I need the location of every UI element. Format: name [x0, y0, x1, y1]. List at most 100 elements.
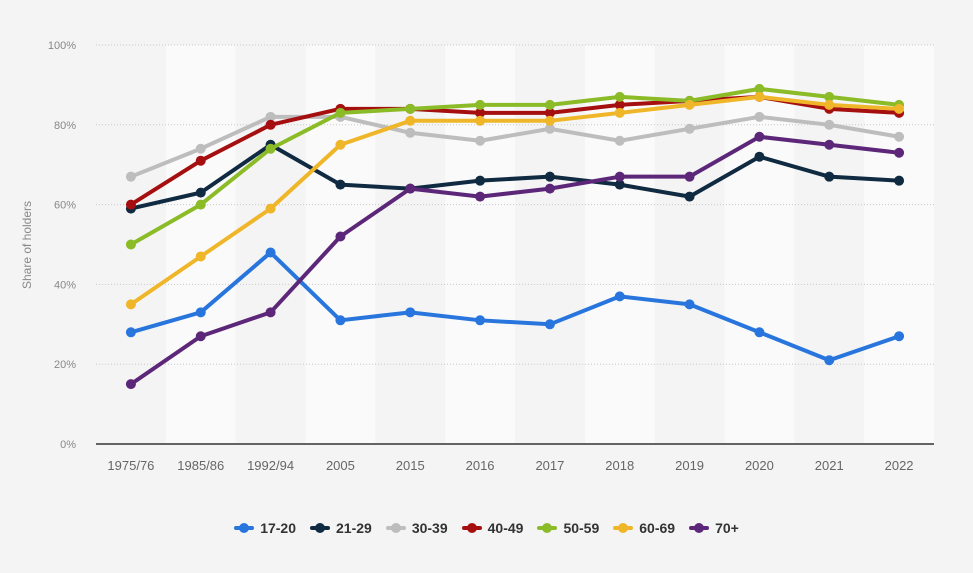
x-axis-ticks: 1975/76 1985/86 1992/94 2005 2015 2016 2017 201… — [107, 458, 913, 473]
legend-marker-icon — [689, 523, 710, 533]
series-60-69 — [125, 91, 905, 310]
data-point[interactable] — [265, 143, 276, 154]
data-point[interactable] — [195, 199, 206, 210]
data-point[interactable] — [754, 327, 765, 338]
data-point[interactable] — [405, 183, 416, 194]
data-point[interactable] — [894, 147, 905, 158]
data-point[interactable] — [544, 319, 555, 330]
line-chart: 0% 20% 40% 60% 80% 100% 1975/76 1985/86 1992/94… — [20, 40, 934, 473]
data-point[interactable] — [544, 107, 555, 118]
data-point[interactable] — [824, 99, 835, 110]
x-tick-label: 2022 — [885, 458, 914, 473]
data-point[interactable] — [754, 111, 765, 122]
data-point[interactable] — [544, 183, 555, 194]
data-point[interactable] — [475, 115, 486, 126]
series-line — [128, 142, 902, 211]
legend-item[interactable]: 40-49 — [461, 520, 523, 536]
data-point[interactable] — [475, 99, 486, 110]
data-point[interactable] — [754, 83, 765, 94]
data-point[interactable] — [894, 103, 905, 114]
data-point[interactable] — [824, 91, 835, 102]
data-point[interactable] — [684, 99, 695, 110]
data-point[interactable] — [335, 179, 346, 190]
series-line — [128, 114, 902, 179]
data-point[interactable] — [544, 123, 555, 134]
column-band — [724, 45, 795, 444]
data-point[interactable] — [125, 299, 136, 310]
x-tick-label: 2005 — [326, 458, 355, 473]
series-70+ — [125, 131, 905, 390]
legend-item[interactable]: 30-39 — [385, 520, 448, 536]
data-point[interactable] — [684, 191, 695, 202]
data-point[interactable] — [824, 171, 835, 182]
x-tick-label: 2016 — [466, 458, 495, 473]
data-point[interactable] — [125, 379, 136, 390]
data-point[interactable] — [824, 139, 835, 150]
data-point[interactable] — [894, 331, 905, 342]
data-point[interactable] — [265, 119, 276, 130]
legend-label: 21-29 — [336, 520, 372, 536]
data-point[interactable] — [614, 91, 625, 102]
data-point[interactable] — [614, 179, 625, 190]
data-point[interactable] — [684, 299, 695, 310]
data-point[interactable] — [614, 171, 625, 182]
data-point[interactable] — [265, 203, 276, 214]
data-point[interactable] — [265, 247, 276, 258]
data-point[interactable] — [754, 131, 765, 142]
legend-item[interactable]: 21-29 — [310, 520, 372, 536]
data-point[interactable] — [544, 115, 555, 126]
data-point[interactable] — [265, 111, 276, 122]
data-point[interactable] — [614, 135, 625, 146]
data-point[interactable] — [195, 187, 206, 198]
data-point[interactable] — [335, 315, 346, 326]
data-point[interactable] — [335, 231, 346, 242]
data-point[interactable] — [475, 135, 486, 146]
data-point[interactable] — [544, 171, 555, 182]
data-point[interactable] — [125, 199, 136, 210]
data-point[interactable] — [195, 155, 206, 166]
data-point[interactable] — [405, 127, 416, 138]
data-point[interactable] — [405, 103, 416, 114]
data-point[interactable] — [335, 107, 346, 118]
legend-marker-icon — [461, 523, 482, 533]
series-line — [128, 250, 902, 363]
data-point[interactable] — [475, 175, 486, 186]
data-point[interactable] — [265, 307, 276, 318]
data-point[interactable] — [544, 99, 555, 110]
data-point[interactable] — [754, 151, 765, 162]
data-point[interactable] — [824, 355, 835, 366]
x-tick-label: 2015 — [396, 458, 425, 473]
data-point[interactable] — [335, 139, 346, 150]
data-point[interactable] — [614, 107, 625, 118]
legend-label: 60-69 — [639, 520, 676, 536]
data-point[interactable] — [125, 239, 136, 250]
data-point[interactable] — [824, 119, 835, 130]
x-tick-label: 2019 — [675, 458, 704, 473]
data-point[interactable] — [684, 171, 695, 182]
legend-label: 30-39 — [411, 520, 448, 536]
legend-item[interactable]: 17-20 — [234, 520, 296, 536]
data-point[interactable] — [125, 327, 136, 338]
data-point[interactable] — [195, 143, 206, 154]
data-point[interactable] — [894, 131, 905, 142]
data-point[interactable] — [195, 251, 206, 262]
data-point[interactable] — [405, 115, 416, 126]
data-point[interactable] — [754, 91, 765, 102]
data-point[interactable] — [475, 191, 486, 202]
data-point[interactable] — [684, 123, 695, 134]
data-point[interactable] — [475, 107, 486, 118]
legend-item[interactable]: 60-69 — [613, 520, 675, 536]
data-point[interactable] — [405, 307, 416, 318]
data-point[interactable] — [894, 175, 905, 186]
legend-item[interactable]: 50-59 — [537, 520, 599, 536]
series-17-20 — [125, 247, 905, 366]
series-30-39 — [125, 111, 905, 182]
data-point[interactable] — [614, 99, 625, 110]
data-point[interactable] — [475, 315, 486, 326]
data-point[interactable] — [614, 291, 625, 302]
series-line — [128, 94, 902, 307]
data-point[interactable] — [125, 171, 136, 182]
data-point[interactable] — [195, 331, 206, 342]
legend-item[interactable]: 70+ — [689, 520, 739, 536]
data-point[interactable] — [195, 307, 206, 318]
